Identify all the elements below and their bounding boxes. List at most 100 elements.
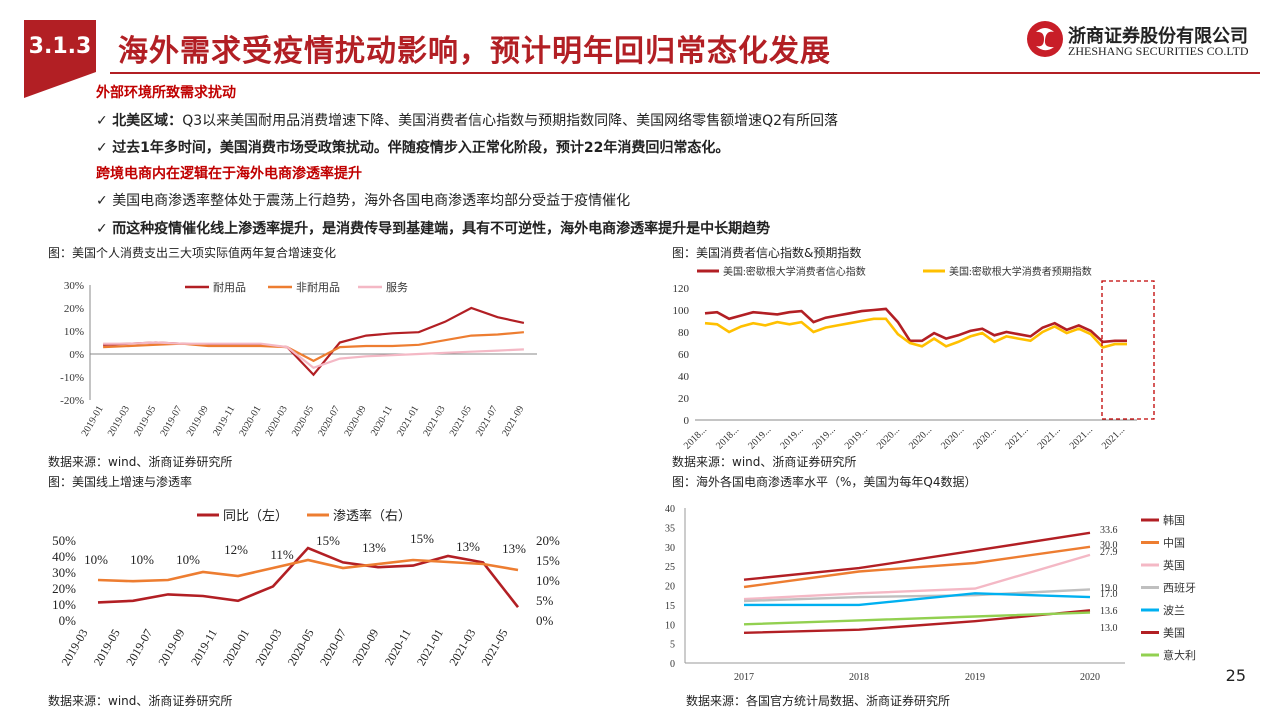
x-tick-label: 2021... bbox=[1100, 424, 1127, 451]
chart4-caption: 图：海外各国电商渗透率水平（%，美国为每年Q4数据） bbox=[672, 475, 977, 489]
y-tick-label: 40 bbox=[665, 504, 675, 515]
data-label: 13% bbox=[362, 540, 386, 555]
x-tick-label: 2020-03 bbox=[264, 404, 290, 438]
x-tick-label: 2019... bbox=[746, 424, 773, 451]
company-name-en: ZHESHANG SECURITIES CO.LTD bbox=[1068, 44, 1249, 58]
x-tick-label: 2018 bbox=[849, 672, 869, 683]
y-tick-label: -10% bbox=[60, 372, 84, 384]
x-tick-label: 2021... bbox=[1003, 424, 1030, 451]
legend-label: 渗透率（右） bbox=[333, 508, 411, 523]
chart1-caption: 图：美国个人消费支出三大项实际值两年复合增速变化 bbox=[48, 246, 337, 260]
legend-label: 美国 bbox=[1163, 627, 1185, 640]
x-tick-label: 2019... bbox=[843, 424, 870, 451]
x-tick-label: 2020-11 bbox=[369, 404, 395, 438]
x-tick-label: 2021-03 bbox=[446, 627, 478, 669]
legend-label: 耐用品 bbox=[213, 281, 246, 294]
end-value-label: 13.0 bbox=[1100, 623, 1118, 634]
x-tick-label: 2019-07 bbox=[158, 404, 184, 438]
chart2-source: 数据来源：wind、浙商证券研究所 bbox=[672, 455, 857, 469]
bullet-us-penetration: ✓ 美国电商渗透率整体处于震荡上行趋势，海外各国电商渗透率均部分受益于疫情催化 bbox=[96, 193, 631, 209]
series-line-4 bbox=[744, 592, 1091, 607]
y-tick-label: 40 bbox=[678, 371, 690, 383]
company-name-cn: 浙商证券股份有限公司 bbox=[1068, 26, 1248, 47]
legend-label: 美国:密歇根大学消费者信心指数 bbox=[723, 265, 866, 278]
x-tick-label: 2020-11 bbox=[382, 627, 414, 668]
data-label: 11% bbox=[270, 547, 294, 562]
legend-label: 意大利 bbox=[1163, 648, 1196, 662]
left-y-tick-label: 30% bbox=[52, 565, 76, 580]
y-tick-label: 120 bbox=[673, 283, 690, 295]
series-line-0 bbox=[97, 546, 520, 609]
chart2-caption: 图：美国消费者信心指数&预期指数 bbox=[672, 246, 862, 260]
y-tick-label: 100 bbox=[673, 305, 690, 317]
series-line-6 bbox=[743, 611, 1091, 626]
section-number-badge: 3.1.3 bbox=[24, 20, 96, 72]
right-y-tick-label: 0% bbox=[536, 613, 554, 628]
series-line-1 bbox=[97, 558, 519, 583]
y-tick-label: 0 bbox=[670, 659, 675, 670]
bullet-long-term-trend: ✓ 而这种疫情催化线上渗透率提升，是消费传导到基建端，具有不可逆性，海外电商渗透… bbox=[96, 221, 771, 237]
y-tick-label: 20 bbox=[665, 582, 675, 593]
chart1-source: 数据来源：wind、浙商证券研究所 bbox=[48, 455, 233, 469]
legend-label: 中国 bbox=[1163, 537, 1185, 550]
x-tick-label: 2020... bbox=[939, 424, 966, 451]
series-line-0 bbox=[704, 307, 1127, 344]
chart4-source: 数据来源：各国官方统计局数据、浙商证券研究所 bbox=[686, 694, 951, 708]
legend-label: 西班牙 bbox=[1163, 582, 1196, 595]
chart-online-growth: 50%40%30%20%10%0%20%15%10%5%0%2019-03 201… bbox=[52, 508, 560, 669]
end-value-label: 33.6 bbox=[1100, 525, 1118, 536]
x-tick-label: 2019-05 bbox=[91, 627, 123, 669]
y-tick-label: 35 bbox=[665, 523, 675, 534]
x-tick-label: 2020-01 bbox=[237, 404, 263, 438]
data-label: 10% bbox=[176, 552, 200, 567]
x-tick-label: 2020-03 bbox=[252, 627, 284, 669]
right-y-tick-label: 15% bbox=[536, 553, 560, 568]
series-line-0 bbox=[743, 531, 1091, 581]
series-line-2 bbox=[743, 553, 1091, 601]
chart-country-penetration: 40 35 30 25 20 15 10 5 0 2017 2018 2019 2020 33.6 韩国 30… bbox=[665, 504, 1196, 683]
data-label: 13% bbox=[502, 541, 526, 556]
x-tick-label: 2021-03 bbox=[421, 404, 447, 438]
right-y-tick-label: 20% bbox=[536, 533, 560, 548]
left-y-tick-label: 20% bbox=[52, 581, 76, 596]
data-label: 12% bbox=[224, 542, 248, 557]
x-tick-label: 2020... bbox=[971, 424, 998, 451]
chart3-caption: 图：美国线上增速与渗透率 bbox=[48, 475, 193, 489]
x-tick-label: 2020-05 bbox=[290, 404, 316, 438]
bullet-policy: ✓ 过去1年多时间，美国消费市场受政策扰动。伴随疫情步入正常化阶段，预计22年消… bbox=[96, 140, 730, 156]
series-line-1 bbox=[704, 317, 1127, 349]
right-y-tick-label: 5% bbox=[536, 593, 554, 608]
y-tick-label: 15 bbox=[665, 601, 675, 612]
y-tick-label: 80 bbox=[678, 327, 690, 339]
series-line-2 bbox=[103, 341, 524, 370]
y-tick-label: 0% bbox=[69, 349, 84, 361]
x-tick-label: 2020... bbox=[875, 424, 902, 451]
x-tick-label: 2019-11 bbox=[188, 627, 220, 668]
chart3-source: 数据来源：wind、浙商证券研究所 bbox=[48, 694, 233, 708]
series-line-1 bbox=[103, 331, 524, 363]
check-icon: ✓ bbox=[96, 221, 108, 237]
y-tick-label: 0 bbox=[684, 415, 690, 427]
check-icon: ✓ bbox=[96, 193, 108, 209]
y-tick-label: -20% bbox=[60, 395, 84, 407]
company-logo-icon bbox=[1027, 21, 1063, 57]
data-label: 13% bbox=[456, 539, 480, 554]
chart-consumption-growth: 30% 20% 10% 0% -10% -20%2019-01 2019-03 2019-05… bbox=[60, 280, 537, 438]
x-tick-label: 2018... bbox=[682, 424, 709, 451]
x-tick-label: 2021... bbox=[1068, 424, 1095, 451]
x-tick-label: 2021-01 bbox=[395, 404, 421, 438]
highlight-box bbox=[1101, 280, 1155, 420]
end-value-label: 17.0 bbox=[1100, 589, 1118, 600]
series-line-0 bbox=[103, 306, 525, 377]
x-tick-label: 2020-05 bbox=[285, 627, 317, 669]
left-y-tick-label: 50% bbox=[52, 533, 76, 548]
x-tick-label: 2019 bbox=[965, 672, 985, 683]
y-tick-label: 60 bbox=[678, 349, 690, 361]
x-tick-label: 2021-01 bbox=[414, 627, 446, 669]
x-tick-label: 2019-01 bbox=[80, 404, 106, 438]
x-tick-label: 2020 bbox=[1080, 672, 1100, 683]
x-tick-label: 2021-05 bbox=[478, 627, 510, 669]
x-tick-label: 2020-07 bbox=[316, 404, 342, 438]
x-tick-label: 2019-09 bbox=[185, 404, 211, 438]
